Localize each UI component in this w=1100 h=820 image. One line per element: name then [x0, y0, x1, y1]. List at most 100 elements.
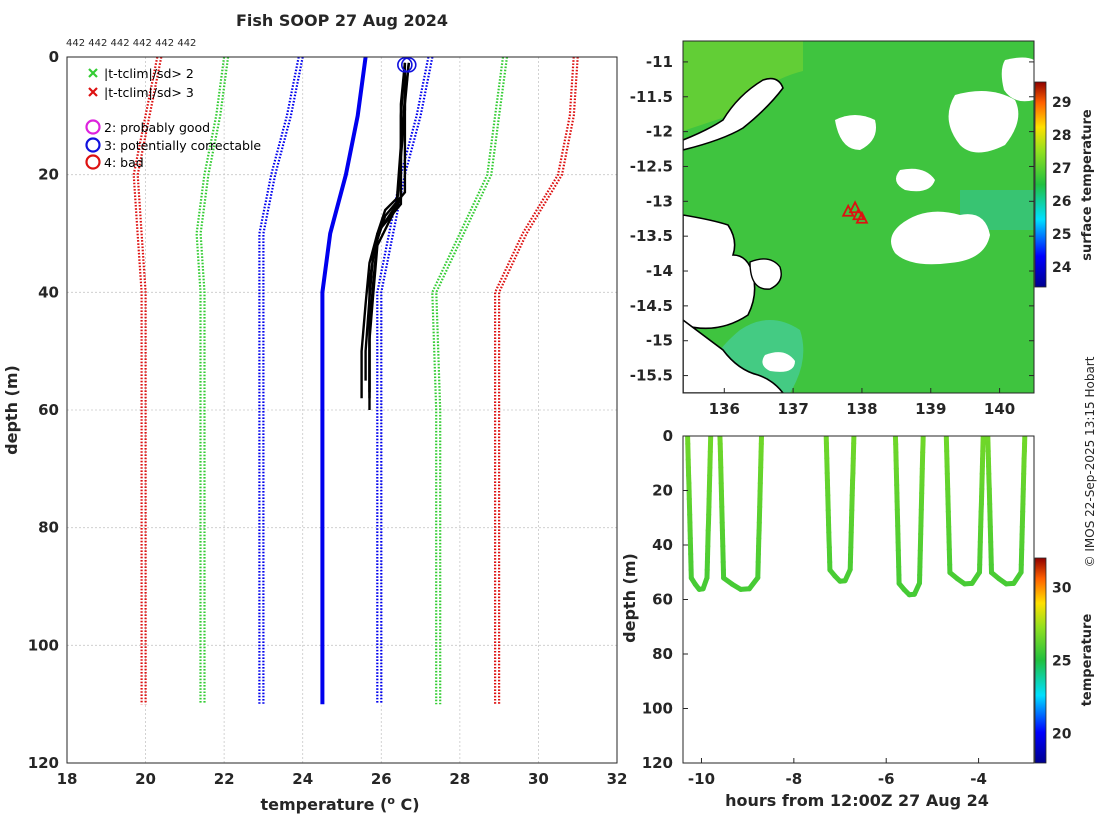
y-tick-label: 40 — [38, 283, 59, 301]
y-tick-label: 80 — [652, 645, 673, 663]
profile-grid — [66, 56, 618, 764]
x-tick-label: 20 — [135, 770, 156, 788]
legend-label: 3: potentially correctable — [104, 138, 261, 153]
colorbar-tick-label: 30 — [1052, 580, 1072, 596]
green-cross-icon — [88, 68, 98, 78]
section-x-label: hours from 12:00Z 27 Aug 24 — [725, 791, 989, 810]
platform-label: 442 442 442 442 442 442 — [66, 38, 196, 49]
colorbar-tick-label: 28 — [1052, 128, 1071, 144]
x-tick-label: 138 — [846, 400, 877, 418]
y-tick-label: 0 — [49, 48, 59, 66]
clim-line — [195, 56, 226, 705]
magenta-circle-icon — [85, 119, 101, 135]
y-tick-label: 80 — [38, 519, 59, 537]
y-tick-label: 60 — [652, 591, 673, 609]
y-tick-label: -13 — [646, 192, 673, 210]
observed-profile — [368, 62, 410, 393]
x-tick-label: -4 — [970, 770, 987, 788]
section-casts — [685, 436, 1028, 598]
legend-item-clim3: |t-tclim|/sd> 3 — [88, 85, 194, 100]
land-mass — [683, 318, 785, 393]
legend-label: |t-tclim|/sd> 2 — [104, 66, 194, 81]
profile-y-ticks: 0 20 40 60 80 100 120 — [28, 48, 59, 772]
x-tick-label: 24 — [292, 770, 313, 788]
section-colorbar — [1034, 557, 1047, 764]
ship-track — [841, 200, 869, 224]
map-x-ticks: 136 137 138 139 140 — [709, 388, 1015, 418]
y-tick-label: -14.5 — [630, 297, 673, 315]
cloud-mask — [762, 352, 795, 372]
section-panel: -10 -8 -6 -4 0 20 40 60 80 100 120 hours from 12:… — [620, 427, 1095, 810]
land-mass — [683, 214, 756, 330]
ship-position-marker — [852, 207, 865, 221]
y-tick-label: -15 — [646, 332, 673, 350]
credit-text: © IMOS 22-Sep-2025 13:15 Hobart — [1083, 356, 1097, 567]
profile-axes-frame — [66, 56, 618, 764]
colorbar-tick-label: 29 — [1052, 95, 1071, 111]
y-tick-label: -12 — [646, 123, 673, 141]
profile-panel: 18 20 22 24 26 28 30 32 0 20 40 60 80 100 120 tempera… — [2, 48, 627, 814]
section-y-label: depth (m) — [620, 553, 639, 643]
clim-line — [262, 56, 304, 705]
x-tick-label: 139 — [915, 400, 946, 418]
y-tick-label: 100 — [28, 636, 59, 654]
map-colorbar-ticks: 24 25 26 27 28 29 — [1052, 95, 1072, 276]
blue-circle-icon — [85, 137, 101, 153]
y-tick-label: 40 — [652, 536, 673, 554]
map-frame — [682, 40, 1035, 394]
clim-line — [494, 56, 575, 705]
clim-mean-line — [320, 56, 368, 705]
legend-item-flag3: 3: potentially correctable — [85, 137, 261, 153]
x-tick-label: 22 — [214, 770, 235, 788]
legend-item-flag4: 4: bad — [85, 154, 144, 170]
clim-line — [380, 56, 434, 705]
x-tick-label: 136 — [709, 400, 740, 418]
clim-line — [376, 56, 430, 705]
colorbar-tick-label: 26 — [1052, 194, 1071, 210]
cloud-mask — [896, 168, 935, 192]
colorbar-tick-label: 25 — [1052, 227, 1071, 243]
red-circle-icon — [85, 154, 101, 170]
cloud-mask — [948, 91, 1019, 153]
x-tick-label: 137 — [777, 400, 808, 418]
y-tick-label: 60 — [38, 401, 59, 419]
y-tick-label: 0 — [663, 427, 673, 445]
cloud-mask — [1001, 57, 1034, 102]
x-tick-label: 26 — [371, 770, 392, 788]
cloud-mask — [891, 211, 990, 265]
map-y-ticks: -11 -11.5 -12 -12.5 -13 -13.5 -14 -14.5 -15 -15.5 — [630, 53, 1034, 385]
observed-profile — [360, 62, 407, 399]
profile-x-ticks: 18 20 22 24 26 28 30 32 — [57, 770, 628, 788]
x-tick-label: 140 — [984, 400, 1015, 418]
legend: |t-tclim|/sd> 2 |t-tclim|/sd> 3 2: proba… — [85, 66, 261, 170]
colorbar-tick-label: 24 — [1052, 260, 1072, 276]
y-tick-label: -11.5 — [630, 88, 673, 106]
x-tick-label: 32 — [607, 770, 628, 788]
x-tick-label: 18 — [57, 770, 78, 788]
chart-title: Fish SOOP 27 Aug 2024 — [236, 11, 448, 30]
clim-line — [199, 56, 230, 705]
section-colorbar-ticks: 20 25 30 — [1052, 580, 1072, 742]
qc-flag-marker — [400, 57, 417, 73]
profile-x-label: temperature (o C) — [260, 794, 419, 814]
x-tick-label: -6 — [878, 770, 895, 788]
profile-lines — [132, 56, 579, 705]
y-tick-label: -14 — [646, 262, 673, 280]
colorbar-tick-label: 25 — [1052, 654, 1071, 670]
cloud-mask — [835, 115, 876, 150]
y-tick-label: 100 — [642, 700, 673, 718]
map-colorbar — [1034, 81, 1047, 288]
profile-y-label: depth (m) — [2, 365, 21, 455]
land-mass — [683, 77, 784, 151]
clim-line — [258, 56, 300, 705]
section-colorbar-label: temperature — [1080, 614, 1095, 707]
x-tick-label: -8 — [786, 770, 803, 788]
clim-line — [136, 56, 163, 705]
y-tick-label: -11 — [646, 53, 673, 71]
x-tick-label: -10 — [688, 770, 715, 788]
colorbar-tick-label: 27 — [1052, 161, 1071, 177]
observed-profile — [368, 62, 407, 410]
land-mass — [749, 258, 782, 290]
legend-label: |t-tclim|/sd> 3 — [104, 85, 194, 100]
